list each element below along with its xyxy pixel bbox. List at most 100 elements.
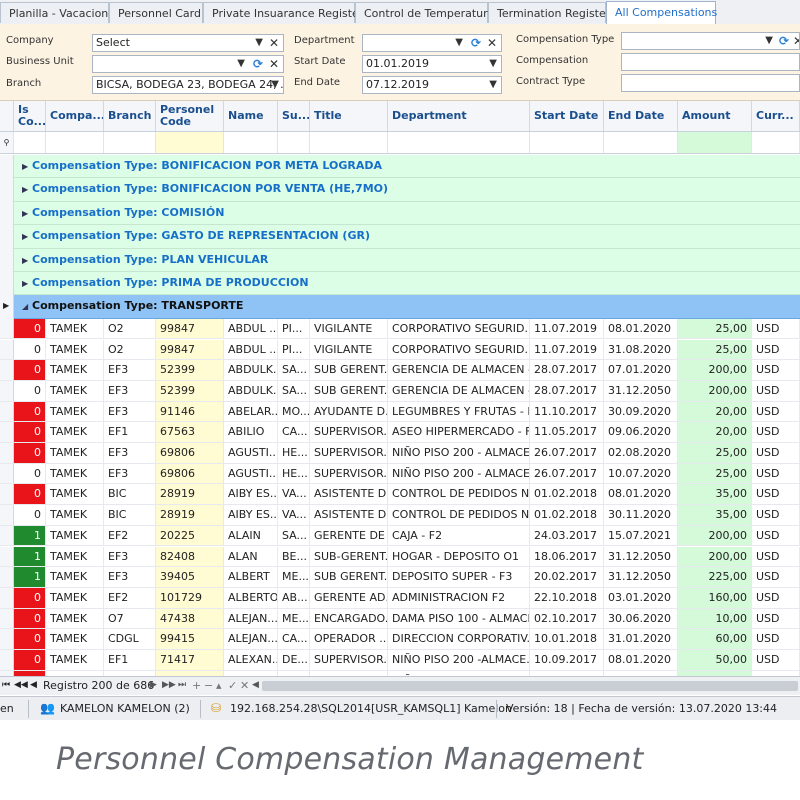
cell-is-co[interactable]: 0 — [14, 505, 46, 525]
cell-surname[interactable]: SA... — [278, 380, 310, 401]
filter-cell[interactable] — [278, 132, 310, 153]
table-row[interactable]: 0TAMEKEF171417ALEXAN...DE...SUPERVISOR..… — [0, 670, 800, 676]
cell-surname[interactable]: CA... — [278, 422, 310, 442]
refresh-icon[interactable]: ⟳ — [252, 57, 263, 71]
group-row[interactable]: ◢ Compensation Type: TRANSPORTE — [14, 295, 800, 319]
cell-company[interactable]: TAMEK — [46, 505, 104, 525]
table-row[interactable]: 0 TAMEK EF3 69806 AGUSTI... HE... SUPERVISOR..… — [0, 443, 800, 464]
cell-personel-code[interactable]: 39405 — [156, 567, 224, 587]
business-unit-select[interactable]: ▼ ⟳ ✕ — [92, 55, 284, 73]
cell-start-date[interactable]: 26.07.2017 — [530, 443, 604, 463]
chevron-down-icon[interactable]: ▼ — [489, 79, 497, 90]
cell-name[interactable]: ALBERTO — [224, 587, 278, 608]
column-header-surname[interactable]: Su... — [278, 101, 310, 131]
close-icon[interactable]: ✕ — [268, 57, 279, 71]
cell-name[interactable]: AIBY ES... — [224, 484, 278, 505]
table-row[interactable]: 0 TAMEK O2 99847 ABDUL ... PI... VIGILANTE CORP… — [0, 339, 800, 361]
cell-is-co[interactable]: 0 — [14, 670, 46, 676]
edit-record-icon[interactable]: ▴ — [216, 679, 222, 692]
column-header-personel-code[interactable]: Personel Code — [156, 101, 224, 131]
cell-is-co[interactable]: 0 — [14, 587, 46, 608]
collapse-icon[interactable]: ◢ — [22, 302, 29, 312]
column-header-department[interactable]: Department — [388, 101, 530, 131]
group-row[interactable]: ▶ Compensation Type: PLAN VEHICULAR — [14, 248, 800, 272]
cell-personel-code[interactable]: 20225 — [156, 525, 224, 546]
cell-currency[interactable]: USD — [752, 650, 800, 670]
cell-company[interactable]: TAMEK — [46, 401, 104, 422]
cell-branch[interactable]: EF1 — [104, 422, 156, 442]
cell-department[interactable]: DEPOSITO SUPER - F3 — [388, 567, 530, 587]
cell-start-date[interactable]: 28.07.2017 — [530, 360, 604, 380]
refresh-icon[interactable]: ⟳ — [778, 34, 789, 48]
cell-is-co[interactable]: 0 — [14, 650, 46, 670]
expand-icon[interactable]: ▶ — [22, 208, 29, 218]
cell-is-co[interactable]: 0 — [14, 484, 46, 505]
close-icon[interactable]: ✕ — [268, 36, 279, 50]
cell-department[interactable]: NIÑO PISO 200 - ALMACE... — [388, 443, 530, 463]
cell-amount[interactable]: 25,00 — [678, 463, 752, 484]
cell-surname[interactable]: DE... — [278, 670, 310, 676]
chevron-down-icon[interactable]: ▼ — [255, 37, 263, 48]
cell-name[interactable]: ALBERT — [224, 567, 278, 587]
cell-currency[interactable]: USD — [752, 608, 800, 629]
cell-branch[interactable]: BIC — [104, 484, 156, 505]
cell-start-date[interactable]: 01.02.2018 — [530, 484, 604, 505]
cell-surname[interactable]: HE... — [278, 463, 310, 484]
cell-name[interactable]: ABDUL ... — [224, 339, 278, 360]
cell-is-co[interactable]: 0 — [14, 463, 46, 484]
cell-start-date[interactable]: 20.02.2017 — [530, 567, 604, 587]
cell-personel-code[interactable]: 28919 — [156, 505, 224, 525]
cell-name[interactable]: ABILIO — [224, 422, 278, 442]
cell-branch[interactable]: EF1 — [104, 670, 156, 676]
cell-name[interactable]: ALAN — [224, 546, 278, 567]
table-row[interactable]: 0 TAMEK EF1 67563 ABILIO CA... SUPERVISOR... AS… — [0, 422, 800, 443]
column-header-is-co[interactable]: Is Co... — [14, 101, 46, 131]
cell-amount[interactable]: 160,00 — [678, 587, 752, 608]
cell-amount[interactable]: 25,00 — [678, 318, 752, 339]
cell-start-date[interactable]: 11.05.2017 — [530, 422, 604, 442]
cell-is-co[interactable]: 0 — [14, 608, 46, 629]
cell-personel-code[interactable]: 67563 — [156, 422, 224, 442]
filter-cell[interactable] — [752, 132, 800, 153]
filter-cell[interactable] — [14, 132, 46, 153]
cell-name[interactable]: AIBY ES... — [224, 505, 278, 525]
cell-end-date[interactable]: 09.06.2020 — [604, 422, 678, 442]
cell-company[interactable]: TAMEK — [46, 360, 104, 380]
cell-name[interactable]: ABELAR... — [224, 401, 278, 422]
column-header-title[interactable]: Title — [310, 101, 388, 131]
column-header-currency[interactable]: Curr... — [752, 101, 800, 131]
cell-surname[interactable]: VA... — [278, 484, 310, 505]
chevron-down-icon[interactable]: ▼ — [271, 79, 279, 90]
expand-icon[interactable]: ▶ — [22, 279, 29, 288]
cell-personel-code[interactable]: 82408 — [156, 546, 224, 567]
cell-name[interactable]: ABDULK... — [224, 360, 278, 380]
chevron-down-icon[interactable]: ▼ — [455, 37, 463, 48]
cell-surname[interactable]: AB... — [278, 587, 310, 608]
group-row[interactable]: ▶ Compensation Type: GASTO DE REPRESENTAC… — [14, 225, 800, 249]
cell-personel-code[interactable]: 99847 — [156, 339, 224, 360]
cell-end-date[interactable]: 31.08.2020 — [604, 339, 678, 360]
cell-surname[interactable]: SA... — [278, 525, 310, 546]
filter-cell[interactable] — [388, 132, 530, 153]
table-row[interactable]: 0 TAMEK EF3 52399 ABDULK... SA... SUB GERENT..… — [0, 360, 800, 381]
group-row[interactable]: ▶ Compensation Type: BONIFICACION POR MET… — [14, 155, 800, 179]
cell-currency[interactable]: USD — [752, 463, 800, 484]
cell-end-date[interactable]: 03.01.2020 — [604, 587, 678, 608]
first-record-icon[interactable]: ⏮ — [2, 680, 11, 690]
cell-amount[interactable]: 25,00 — [678, 339, 752, 360]
cell-start-date[interactable]: 24.03.2017 — [530, 525, 604, 546]
cell-is-co[interactable]: 1 — [14, 567, 46, 587]
table-row[interactable]: 0 TAMEK EF3 91146 ABELAR... MO... AYUDANTE D..… — [0, 401, 800, 423]
cell-company[interactable]: TAMEK — [46, 380, 104, 401]
cell-branch[interactable]: EF1 — [104, 650, 156, 670]
chevron-down-icon[interactable]: ▼ — [237, 58, 245, 69]
cell-department[interactable]: CORPORATIVO SEGURID... — [388, 339, 530, 360]
filter-cell[interactable] — [104, 132, 156, 153]
cell-name[interactable]: ALAIN — [224, 525, 278, 546]
expand-icon[interactable]: ▶ — [22, 232, 29, 242]
filter-cell[interactable] — [310, 132, 388, 153]
table-row[interactable]: 0 TAMEK EF2 101729 ALBERTO AB... GERENTE AD...… — [0, 587, 800, 609]
cell-surname[interactable]: BE... — [278, 546, 310, 567]
cell-start-date[interactable]: 28.07.2017 — [530, 380, 604, 401]
cell-title[interactable]: SUPERVISOR... — [310, 443, 388, 463]
